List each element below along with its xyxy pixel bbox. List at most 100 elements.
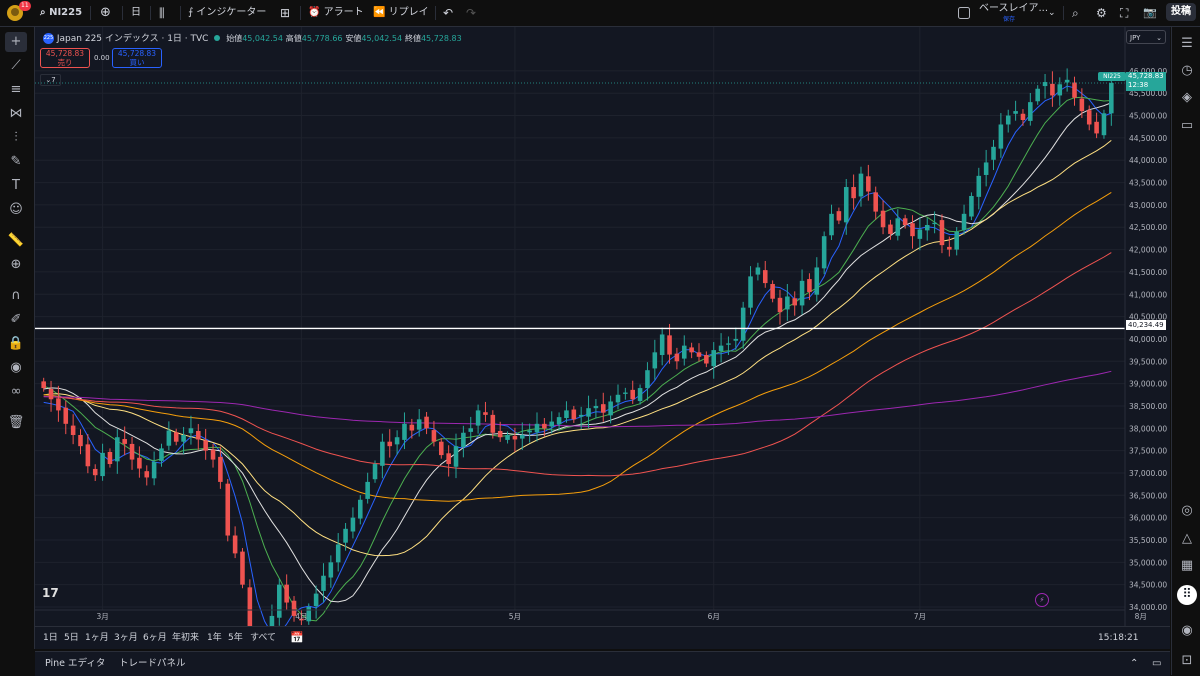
candle-body [1101, 113, 1107, 136]
candle-body [961, 213, 967, 230]
trade-panel-tab[interactable]: トレードパネル [119, 658, 186, 669]
range-1d[interactable]: 1日 [43, 633, 58, 643]
tradingview-logo[interactable]: 17 [42, 586, 59, 600]
currency-selector[interactable]: JPY ⌄ [1126, 30, 1166, 44]
publish-button[interactable]: 投稿 [1166, 3, 1196, 21]
target-icon[interactable]: ◎ [1181, 503, 1193, 518]
candle-body [497, 430, 503, 438]
candle-body [866, 176, 871, 192]
layers-icon[interactable]: ◈ [1182, 90, 1192, 105]
lock-drawing-icon[interactable]: ✐ [10, 312, 22, 327]
y-tick-label: 38,500.00 [1129, 402, 1167, 411]
date-range-icon[interactable]: 📅 [290, 631, 304, 644]
crosshair-icon[interactable]: + [5, 32, 27, 52]
price-chart[interactable]: 46,000.00 45,500.00 45,000.00 44,500.00 44,0… [35, 27, 1170, 649]
layout-name[interactable]: ベースレイア... [979, 3, 1049, 14]
forecast-icon[interactable]: ⫶ [14, 130, 18, 145]
candle-body [608, 401, 613, 416]
candle-body [299, 618, 304, 621]
alarm-icon: ⏰ [308, 7, 321, 18]
layout-grid-icon[interactable]: ⊞ [280, 6, 291, 20]
candle-body [924, 225, 930, 231]
candle-body [880, 210, 886, 228]
high-label: 高値 [285, 34, 302, 43]
range-5y[interactable]: 5年 [228, 633, 243, 643]
candle-body [1035, 88, 1040, 102]
magnet-icon[interactable]: ∩ [11, 288, 21, 303]
interval-button[interactable]: 日 [131, 7, 141, 18]
drawing-toolbar: + ⟋ ≡ ⋈ ⫶ ✎ T ☺ 📏 ⊕ ∩ ✐ 🔒 ◉ ∞ 🗑 [0, 27, 35, 649]
add-symbol-icon[interactable]: ⊕ [100, 5, 111, 20]
y-tick-label: 46,000.00 [1129, 67, 1167, 76]
layout-checkbox[interactable] [958, 0, 970, 26]
zoom-in-icon[interactable]: ⊕ [10, 257, 22, 272]
range-1y[interactable]: 1年 [207, 633, 222, 643]
range-all[interactable]: すべて [250, 633, 277, 643]
more-apps-icon[interactable]: ⠿ [1177, 585, 1197, 605]
pattern-icon[interactable]: ⋈ [9, 106, 23, 121]
candle-body [1020, 113, 1026, 121]
symbol-badge: 225 [43, 33, 54, 44]
collapse-indicators-button[interactable]: ⌄7 [40, 74, 61, 86]
replay-button[interactable]: ⏪ リプレイ [373, 0, 429, 26]
camera-icon[interactable]: 📷 [1143, 6, 1157, 19]
watchlist-icon[interactable]: ☰ [1181, 36, 1193, 51]
text-icon[interactable]: T [12, 178, 20, 193]
range-3m[interactable]: 3ヶ月 [114, 633, 138, 643]
range-6m[interactable]: 6ヶ月 [143, 633, 167, 643]
trash-icon[interactable]: 🗑 [7, 415, 25, 430]
indicator-count: 7 [51, 76, 56, 84]
alert-button[interactable]: ⏰ アラート [308, 0, 364, 26]
candle-body [461, 432, 466, 448]
candle-body [468, 428, 474, 432]
clock-readout[interactable]: 15:18:21 UTC+9 [1098, 633, 1139, 665]
help-icon[interactable]: ⊡ [1181, 653, 1193, 668]
trendline-icon[interactable]: ⟋ [11, 58, 21, 73]
calendar-icon[interactable]: ▦ [1180, 558, 1194, 573]
sell-price: 45,728.83 [45, 49, 85, 58]
x-tick-label: 5月 [509, 612, 521, 621]
fullscreen-icon[interactable]: ⛶ [1120, 6, 1129, 20]
ruler-icon[interactable]: 📏 [7, 233, 25, 248]
candle-body [733, 338, 739, 341]
emoji-icon[interactable]: ☺ [9, 202, 23, 217]
candle-body [821, 236, 827, 269]
candle-body [240, 551, 245, 585]
candle-body [1079, 98, 1085, 112]
chevron-down-icon[interactable]: ⌄ [1048, 8, 1056, 18]
fib-retracement-icon[interactable]: ≡ [10, 82, 22, 97]
symbol-search[interactable]: ⌕ NI225 [40, 0, 82, 26]
quick-search-icon[interactable]: ⌕ [1072, 6, 1079, 20]
bottom-panel-tabs: Pine エディタ トレードパネル ⌃ ▭ [35, 651, 1170, 676]
undo-icon[interactable]: ↶ [443, 6, 454, 20]
redo-icon[interactable]: ↷ [466, 6, 477, 20]
moving-average-line [43, 370, 1112, 428]
chat-icon[interactable]: ▭ [1180, 118, 1194, 133]
eye-icon[interactable]: ◉ [10, 360, 22, 375]
stream-icon[interactable]: ◉ [1181, 623, 1193, 638]
brush-icon[interactable]: ✎ [10, 154, 22, 169]
settings-gear-icon[interactable]: ⚙ [1096, 6, 1107, 20]
candle-body [402, 423, 407, 440]
pine-editor-tab[interactable]: Pine エディタ [45, 658, 106, 669]
range-1m[interactable]: 1ヶ月 [85, 633, 109, 643]
collapse-panel-icon[interactable]: ⌃ [1130, 658, 1139, 669]
indicators-button[interactable]: ⨍ インジケーター [188, 0, 266, 26]
ideas-icon[interactable]: △ [1182, 531, 1192, 546]
range-ytd[interactable]: 年初来 [172, 633, 200, 643]
candle-body [181, 434, 186, 442]
range-5d[interactable]: 5日 [64, 633, 79, 643]
chart-pane[interactable]: 46,000.00 45,500.00 45,000.00 44,500.00 44,0… [35, 27, 1170, 649]
lock-icon[interactable]: 🔒 [7, 336, 25, 351]
maximize-panel-icon[interactable]: ▭ [1152, 658, 1162, 669]
alerts-clock-icon[interactable]: ◷ [1181, 63, 1193, 78]
sell-button[interactable]: 45,728.83 売り [40, 48, 90, 68]
candle-body [667, 335, 672, 355]
link-icon[interactable]: ∞ [10, 384, 22, 399]
x-tick-label: 6月 [708, 612, 720, 621]
chart-type-icon[interactable]: ⫼ [159, 6, 165, 20]
lightning-icon[interactable]: ⚡ [1035, 593, 1049, 607]
candle-body [1064, 79, 1070, 83]
buy-button[interactable]: 45,728.83 買い [112, 48, 162, 68]
legend-title[interactable]: Japan 225 インデックス · 1日 · TVC [56, 34, 209, 44]
